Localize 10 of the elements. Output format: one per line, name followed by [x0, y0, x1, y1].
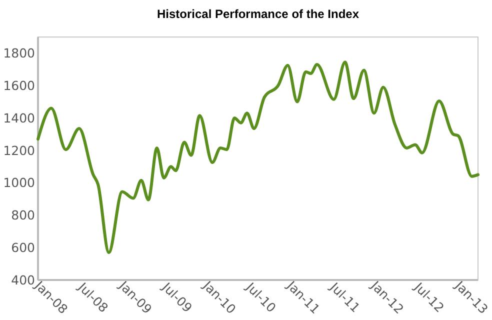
- line-series: [36, 60, 480, 254]
- y-tick-label: 1600: [3, 78, 36, 93]
- y-tick-label: 400: [11, 272, 36, 288]
- y-tick-label: 600: [11, 240, 36, 255]
- y-tick-label: 1800: [3, 46, 36, 61]
- y-tick-label: 800: [11, 208, 36, 223]
- y-tick-label: 1200: [3, 142, 36, 158]
- y-tick-label: 1400: [3, 110, 36, 126]
- chart-title: Historical Performance of the Index: [156, 7, 360, 21]
- y-tick-label: 1000: [3, 175, 36, 190]
